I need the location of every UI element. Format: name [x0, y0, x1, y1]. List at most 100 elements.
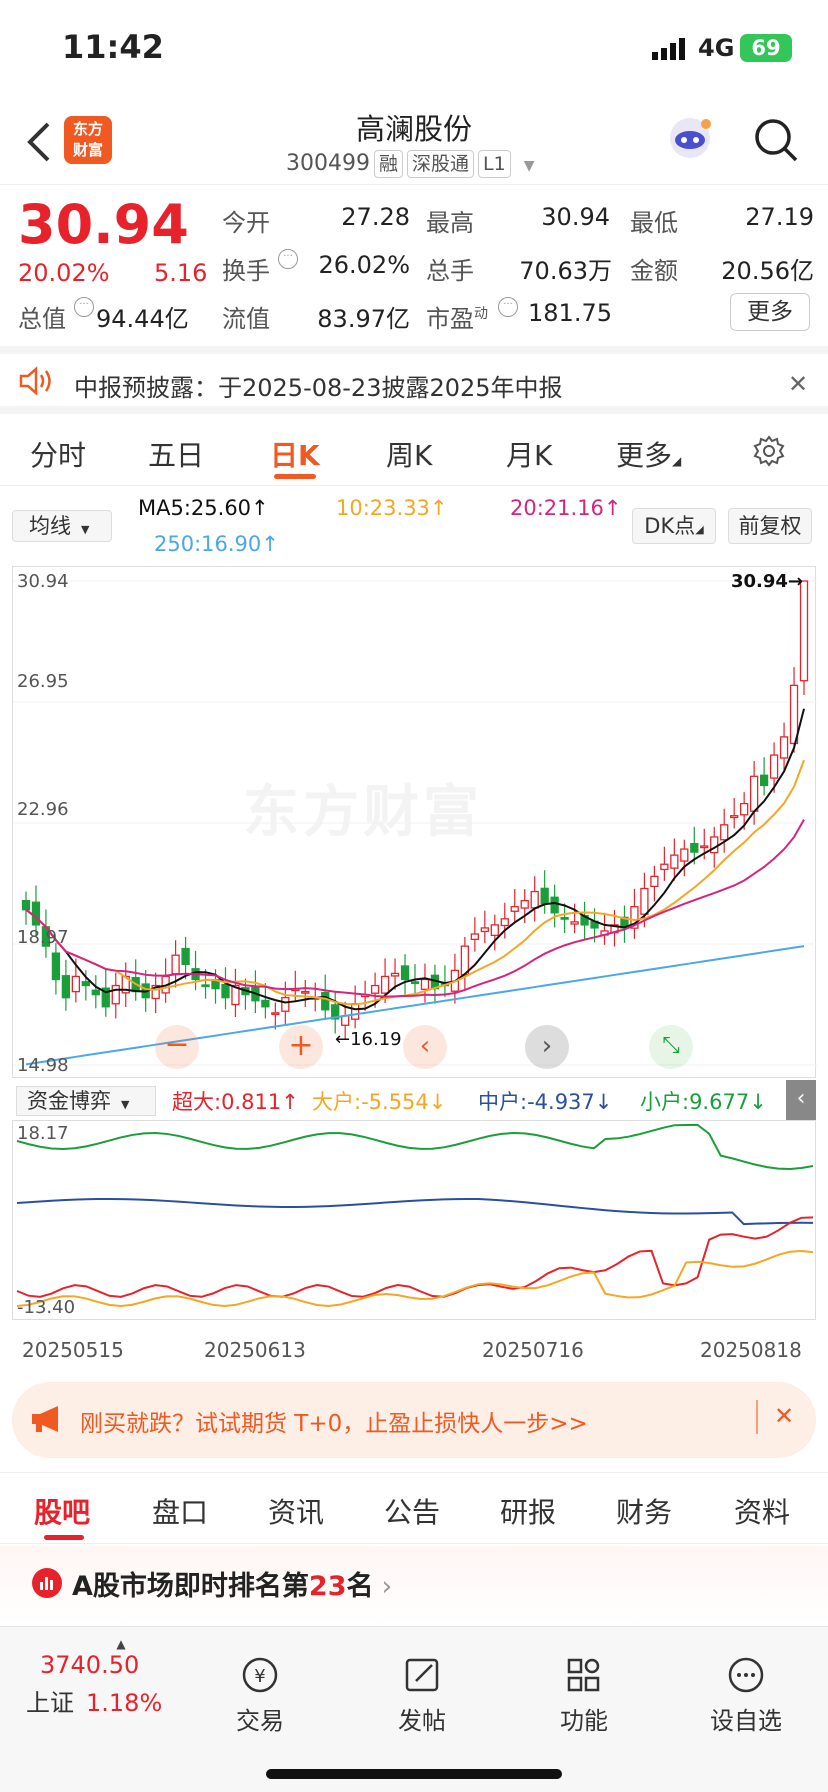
more-button[interactable]: 更多 [730, 293, 810, 331]
flow-select[interactable]: 资金博弈 ▼ [16, 1086, 156, 1116]
notice-text: 中报预披露：于2025-08-23披露2025年中报 [74, 374, 563, 402]
pe-value: 181.75 [528, 299, 612, 327]
candle [670, 854, 679, 869]
candle [410, 981, 420, 985]
notice-bar[interactable]: 中报预披露：于2025-08-23披露2025年中报 ✕ [0, 346, 828, 414]
ma5-line [25, 708, 805, 1011]
search-icon[interactable] [752, 116, 800, 164]
change-percent: 20.02% [18, 259, 110, 287]
flow-plot[interactable]: 18.17 -13.40 [12, 1120, 816, 1320]
fullscreen-icon[interactable]: ⤡ [649, 1025, 693, 1069]
flow-dahu-line [16, 1249, 814, 1308]
candle [221, 983, 230, 999]
candle [271, 1012, 280, 1015]
tab-daily-k[interactable]: 日K [270, 439, 320, 472]
candle [370, 984, 380, 994]
svg-text:¥: ¥ [254, 1666, 265, 1687]
gear-icon[interactable] [752, 434, 786, 468]
tab-5day[interactable]: 五日 [148, 439, 205, 472]
tab-weekly-k[interactable]: 周K [386, 439, 433, 472]
speaker-icon [18, 366, 54, 396]
tab-pankou[interactable]: 盘口 [152, 1496, 209, 1529]
candle [390, 972, 400, 977]
tag-l1: L1 [478, 150, 511, 178]
tab-monthly-k[interactable]: 月K [506, 439, 553, 472]
tab-profile[interactable]: 资料 [734, 1496, 791, 1529]
pe-label: 市盈动 [426, 305, 488, 333]
flow-xiaohu-line [16, 1124, 814, 1170]
futures-ad-banner[interactable]: 刚买就跌？试试期货 T+0，止盈止损快人一步>> ✕ [12, 1382, 816, 1458]
candle [301, 990, 310, 994]
candle [61, 975, 71, 999]
max-price-label: 30.94→ [731, 571, 804, 592]
robot-assistant-icon[interactable] [666, 114, 714, 162]
volume-label: 总手 [426, 257, 474, 285]
flow-svg [16, 1124, 814, 1308]
candle [21, 899, 31, 911]
candle [31, 901, 41, 926]
tab-announcements[interactable]: 公告 [384, 1496, 441, 1529]
zoom-in-button[interactable]: + [279, 1025, 323, 1069]
ma10-line [25, 759, 805, 1006]
home-indicator [266, 1769, 562, 1779]
candle [201, 984, 210, 988]
info-icon[interactable]: ··· [278, 249, 298, 269]
open-label: 今开 [222, 209, 270, 237]
close-icon[interactable]: ✕ [774, 1402, 795, 1430]
nav-add-watchlist[interactable]: 设自选 [686, 1655, 806, 1736]
market-rank-row[interactable]: A股市场即时排名第23名 › [0, 1546, 828, 1626]
ad-text: 刚买就跌？试试期货 T+0，止盈止损快人一步>> [80, 1411, 588, 1437]
scroll-left-button[interactable]: ‹ [403, 1025, 447, 1069]
flow-zhonghu-line [16, 1198, 814, 1226]
stock-code: 300499 [286, 151, 370, 176]
candle [480, 927, 489, 933]
index-widget[interactable]: ▲ 3740.50 上证 1.18% [26, 1637, 176, 1737]
change-amount: 5.16 [154, 259, 208, 287]
candle [550, 896, 559, 914]
dk-point-button[interactable]: DK点◢ [632, 508, 716, 544]
stock-header: 东方 财富 高澜股份 300499 融深股通 L1 ▼ [0, 100, 828, 184]
mktcap-value: 94.44亿 [96, 305, 189, 333]
tab-finance[interactable]: 财务 [616, 1496, 673, 1529]
info-icon[interactable]: ··· [74, 297, 94, 317]
tab-guba[interactable]: 股吧 [34, 1496, 91, 1529]
adjust-button[interactable]: 前复权 [728, 508, 812, 544]
close-icon[interactable]: ✕ [788, 370, 809, 398]
back-icon[interactable] [24, 120, 54, 164]
candle [261, 999, 270, 1008]
logo-line1: 东方 [72, 120, 103, 138]
candle [111, 984, 120, 1005]
tab-research[interactable]: 研报 [500, 1496, 557, 1529]
pe-sup: 动 [474, 306, 488, 322]
active-tab-indicator [44, 1535, 84, 1540]
watermark: 东方财富 [243, 780, 483, 845]
candle [460, 945, 470, 976]
tab-news[interactable]: 资讯 [268, 1496, 325, 1529]
indicator-select[interactable]: 均线 ▼ [12, 510, 112, 542]
info-icon[interactable]: ··· [498, 297, 518, 317]
candle [500, 918, 509, 927]
y-label-top: 30.94 [17, 571, 69, 592]
flow-y-top: 18.17 [17, 1123, 69, 1144]
nav-functions[interactable]: 功能 [524, 1655, 644, 1736]
stock-code-row[interactable]: 300499 融深股通 L1 ▼ [286, 150, 534, 178]
yuan-icon: ¥ [242, 1657, 278, 1693]
flow-zhonghu: 中户:-4.937↓ [478, 1090, 613, 1114]
nav-trade[interactable]: ¥ 交易 [200, 1655, 320, 1736]
tab-more[interactable]: 更多◢ [616, 439, 682, 472]
network-label: 4G [698, 34, 735, 62]
content-tabs: 股吧 盘口 资讯 公告 研报 财务 资料 [0, 1472, 828, 1544]
collapse-panel-button[interactable]: ‹ [786, 1080, 816, 1120]
zoom-out-button[interactable]: − [155, 1025, 199, 1069]
candle [560, 916, 569, 920]
candle [281, 997, 290, 1012]
tab-intraday[interactable]: 分时 [30, 439, 87, 472]
candle [510, 906, 519, 912]
scroll-right-button[interactable]: › [525, 1025, 569, 1069]
nav-post[interactable]: 发帖 [362, 1655, 482, 1736]
candle [740, 802, 749, 816]
kline-plot[interactable]: 东方财富 30.94 26.95 22.96 18.97 14.98 30.94… [12, 566, 817, 1078]
low-value: 27.19 [745, 203, 814, 231]
candle [779, 736, 789, 759]
low-label: 最低 [630, 209, 678, 237]
